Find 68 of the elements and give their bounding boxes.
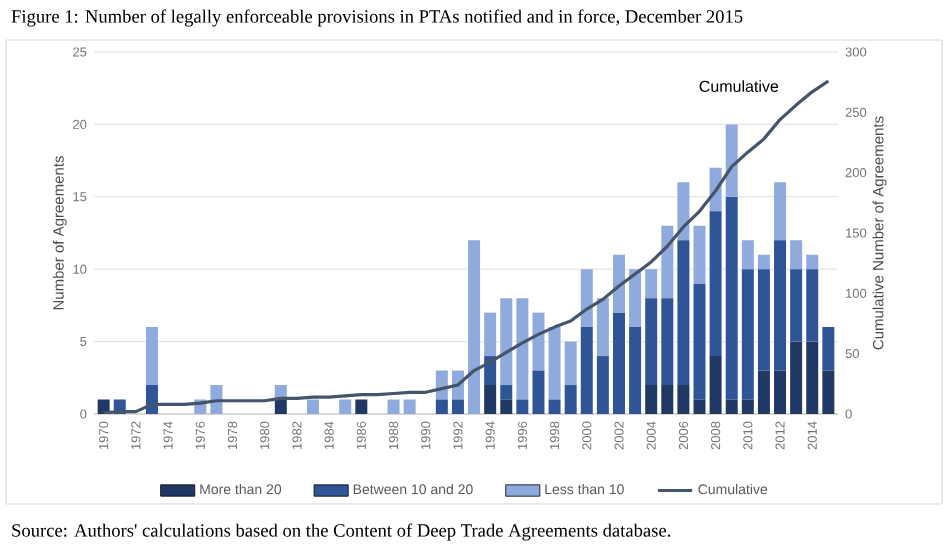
- bar: [677, 240, 690, 386]
- bar: [757, 370, 770, 414]
- bar: [580, 269, 593, 328]
- bar: [741, 399, 754, 414]
- bar: [548, 327, 561, 400]
- bar: [790, 341, 803, 414]
- bar: [709, 211, 722, 357]
- bar: [693, 283, 706, 400]
- bar: [500, 399, 513, 414]
- bar: [629, 327, 642, 414]
- bar: [596, 356, 609, 414]
- bar: [822, 327, 835, 371]
- bar: [709, 356, 722, 414]
- bar: [451, 399, 464, 414]
- bar: [532, 312, 545, 371]
- bar: [822, 370, 835, 414]
- bar: [790, 269, 803, 342]
- bar: [806, 254, 819, 270]
- annotation: Cumulative: [699, 80, 779, 92]
- bar: [661, 298, 674, 386]
- bar: [806, 341, 819, 414]
- bar: [645, 385, 658, 414]
- bar: [403, 399, 416, 414]
- bar: [677, 182, 690, 241]
- bar: [774, 240, 787, 371]
- bar: [774, 182, 787, 241]
- bar: [612, 254, 625, 313]
- bar: [629, 269, 642, 328]
- bar: [387, 399, 400, 414]
- bar: [500, 385, 513, 400]
- bar: [564, 341, 577, 386]
- bar: [468, 240, 481, 414]
- bar: [677, 385, 690, 414]
- bar: [741, 240, 754, 270]
- chart-title: Figure 1: Number of legally enforceable provisions in PTAs notified and in force, December 2015: [11, 9, 743, 27]
- bar: [725, 124, 738, 197]
- bar: [564, 385, 577, 414]
- bar: [500, 298, 513, 386]
- bar: [516, 298, 529, 400]
- bar: [145, 327, 158, 386]
- bar: [693, 399, 706, 414]
- bar: [645, 269, 658, 299]
- bar: [774, 370, 787, 414]
- bar: [580, 327, 593, 414]
- bar: [757, 254, 770, 270]
- bar: [274, 399, 287, 414]
- bar: [596, 298, 609, 357]
- bar: [757, 269, 770, 371]
- bar: [484, 385, 497, 414]
- bar: [339, 399, 352, 414]
- bar: [725, 399, 738, 414]
- bar: [790, 240, 803, 270]
- bar: [612, 312, 625, 414]
- bar: [435, 399, 448, 414]
- source-note: Source: Authors' calculations based on the Content of Deep Trade Agreements database.: [12, 523, 671, 541]
- bar: [741, 269, 754, 400]
- bar: [661, 385, 674, 414]
- bar: [661, 225, 674, 299]
- bar: [516, 399, 529, 414]
- bar: [806, 269, 819, 342]
- bar: [693, 225, 706, 284]
- bar: [484, 312, 497, 357]
- bar: [307, 399, 320, 414]
- bar: [532, 370, 545, 414]
- bar: [355, 399, 368, 414]
- bar: [725, 196, 738, 400]
- bar: [645, 298, 658, 386]
- bar: [548, 399, 561, 414]
